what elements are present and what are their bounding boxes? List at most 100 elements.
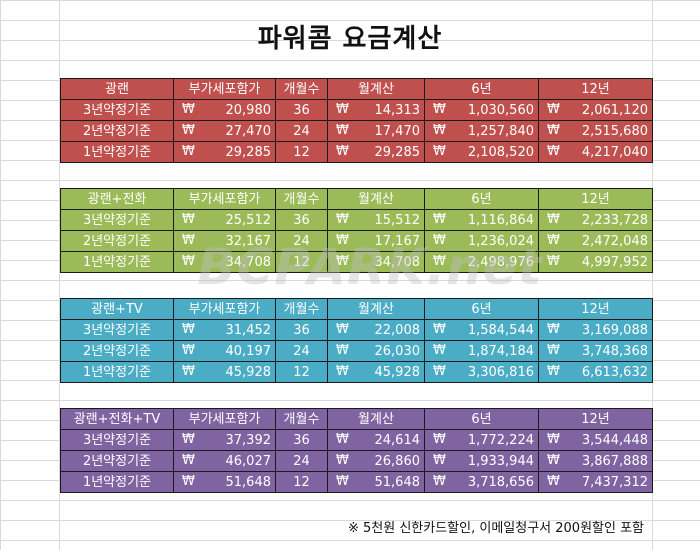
won-symbol: ₩ <box>547 144 560 159</box>
won-symbol: ₩ <box>182 254 195 269</box>
table-header-row: 광랜+TV 부가세포함가 개월수 월계산 6년 12년 <box>60 298 653 320</box>
price-cell: ₩29,285 <box>173 141 276 163</box>
six-year-value: 1,584,544 <box>467 322 534 338</box>
won-symbol: ₩ <box>182 343 195 358</box>
price-value: 27,470 <box>225 123 272 139</box>
header-6-years: 6년 <box>424 298 539 320</box>
plan-name: 광랜+전화+TV <box>60 408 174 430</box>
twelve-year-cell: ₩3,748,368 <box>538 340 653 362</box>
contract-label: 3년약정기준 <box>60 429 174 451</box>
contract-label: 3년약정기준 <box>60 319 174 341</box>
monthly-cell: ₩14,313 <box>327 99 425 121</box>
price-value: 37,392 <box>225 432 272 448</box>
price-value: 40,197 <box>225 343 272 359</box>
plan-name: 광랜+전화 <box>60 188 174 210</box>
months-cell: 12 <box>275 141 328 163</box>
six-year-value: 1,772,224 <box>467 432 534 448</box>
header-6-years: 6년 <box>424 78 539 100</box>
twelve-year-value: 7,437,312 <box>581 474 648 490</box>
won-symbol: ₩ <box>336 144 349 159</box>
won-symbol: ₩ <box>547 102 560 117</box>
six-year-cell: ₩1,030,560 <box>424 99 539 121</box>
header-months: 개월수 <box>275 408 328 430</box>
table-row: 2년약정기준 ₩32,167 24 ₩17,167 ₩1,236,024 ₩2,472,0… <box>60 230 653 252</box>
price-value: 45,928 <box>225 364 272 380</box>
months-cell: 12 <box>275 471 328 493</box>
six-year-cell: ₩2,498,976 <box>424 251 539 273</box>
header-months: 개월수 <box>275 78 328 100</box>
won-symbol: ₩ <box>433 432 446 447</box>
twelve-year-cell: ₩2,472,048 <box>538 230 653 252</box>
price-cell: ₩51,648 <box>173 471 276 493</box>
won-symbol: ₩ <box>433 453 446 468</box>
twelve-year-cell: ₩3,169,088 <box>538 319 653 341</box>
six-year-value: 2,108,520 <box>467 144 534 160</box>
won-symbol: ₩ <box>433 364 446 379</box>
months-cell: 12 <box>275 361 328 383</box>
won-symbol: ₩ <box>547 123 560 138</box>
contract-label: 1년약정기준 <box>60 251 174 273</box>
price-table: 광랜 부가세포함가 개월수 월계산 6년 12년 3년약정기준 ₩20,980 36 ₩14,31… <box>60 78 653 163</box>
grid-column-line <box>652 0 653 550</box>
won-symbol: ₩ <box>182 144 195 159</box>
monthly-value: 17,167 <box>374 233 421 249</box>
six-year-cell: ₩3,306,816 <box>424 361 539 383</box>
monthly-value: 29,285 <box>374 144 421 160</box>
table-row: 1년약정기준 ₩34,708 12 ₩34,708 ₩2,498,976 ₩4,997,9… <box>60 251 653 273</box>
table-row: 2년약정기준 ₩46,027 24 ₩26,860 ₩1,933,944 ₩3,867,8… <box>60 450 653 472</box>
price-cell: ₩46,027 <box>173 450 276 472</box>
price-value: 25,512 <box>225 212 272 228</box>
months-cell: 24 <box>275 340 328 362</box>
six-year-cell: ₩1,933,944 <box>424 450 539 472</box>
won-symbol: ₩ <box>336 453 349 468</box>
twelve-year-cell: ₩7,437,312 <box>538 471 653 493</box>
monthly-cell: ₩24,614 <box>327 429 425 451</box>
contract-label: 3년약정기준 <box>60 209 174 231</box>
six-year-value: 3,306,816 <box>467 364 534 380</box>
header-price: 부가세포함가 <box>173 298 276 320</box>
twelve-year-cell: ₩6,613,632 <box>538 361 653 383</box>
monthly-cell: ₩45,928 <box>327 361 425 383</box>
header-months: 개월수 <box>275 188 328 210</box>
monthly-cell: ₩29,285 <box>327 141 425 163</box>
price-value: 34,708 <box>225 254 272 270</box>
monthly-cell: ₩17,470 <box>327 120 425 142</box>
monthly-value: 45,928 <box>374 364 421 380</box>
contract-label: 2년약정기준 <box>60 230 174 252</box>
monthly-value: 51,648 <box>374 474 421 490</box>
table-row: 1년약정기준 ₩51,648 12 ₩51,648 ₩3,718,656 ₩7,437,3… <box>60 471 653 493</box>
header-months: 개월수 <box>275 298 328 320</box>
price-value: 20,980 <box>225 102 272 118</box>
won-symbol: ₩ <box>547 212 560 227</box>
header-12-years: 12년 <box>538 78 653 100</box>
table-row: 3년약정기준 ₩31,452 36 ₩22,008 ₩1,584,544 ₩3,169,0… <box>60 319 653 341</box>
grid-column-line <box>59 0 60 550</box>
won-symbol: ₩ <box>547 343 560 358</box>
six-year-value: 3,718,656 <box>467 474 534 490</box>
table-row: 2년약정기준 ₩40,197 24 ₩26,030 ₩1,874,184 ₩3,748,3… <box>60 340 653 362</box>
price-value: 32,167 <box>225 233 272 249</box>
monthly-cell: ₩26,030 <box>327 340 425 362</box>
page-title: 파워콤 요금계산 <box>257 24 443 54</box>
won-symbol: ₩ <box>182 432 195 447</box>
table-row: 3년약정기준 ₩37,392 36 ₩24,614 ₩1,772,224 ₩3,544,4… <box>60 429 653 451</box>
won-symbol: ₩ <box>336 343 349 358</box>
won-symbol: ₩ <box>547 322 560 337</box>
six-year-value: 2,498,976 <box>467 254 534 270</box>
price-cell: ₩31,452 <box>173 319 276 341</box>
contract-label: 3년약정기준 <box>60 99 174 121</box>
won-symbol: ₩ <box>433 322 446 337</box>
monthly-cell: ₩34,708 <box>327 251 425 273</box>
footnote: ※ 5천원 신한카드할인, 이메일청구서 200원할인 포함 <box>347 521 644 536</box>
price-table: 광랜+전화 부가세포함가 개월수 월계산 6년 12년 3년약정기준 ₩25,512 36 ₩15… <box>60 188 653 273</box>
price-cell: ₩25,512 <box>173 209 276 231</box>
won-symbol: ₩ <box>547 233 560 248</box>
won-symbol: ₩ <box>182 364 195 379</box>
six-year-cell: ₩2,108,520 <box>424 141 539 163</box>
monthly-cell: ₩26,860 <box>327 450 425 472</box>
monthly-cell: ₩17,167 <box>327 230 425 252</box>
won-symbol: ₩ <box>433 212 446 227</box>
twelve-year-value: 3,169,088 <box>581 322 648 338</box>
six-year-cell: ₩1,116,864 <box>424 209 539 231</box>
contract-label: 1년약정기준 <box>60 361 174 383</box>
